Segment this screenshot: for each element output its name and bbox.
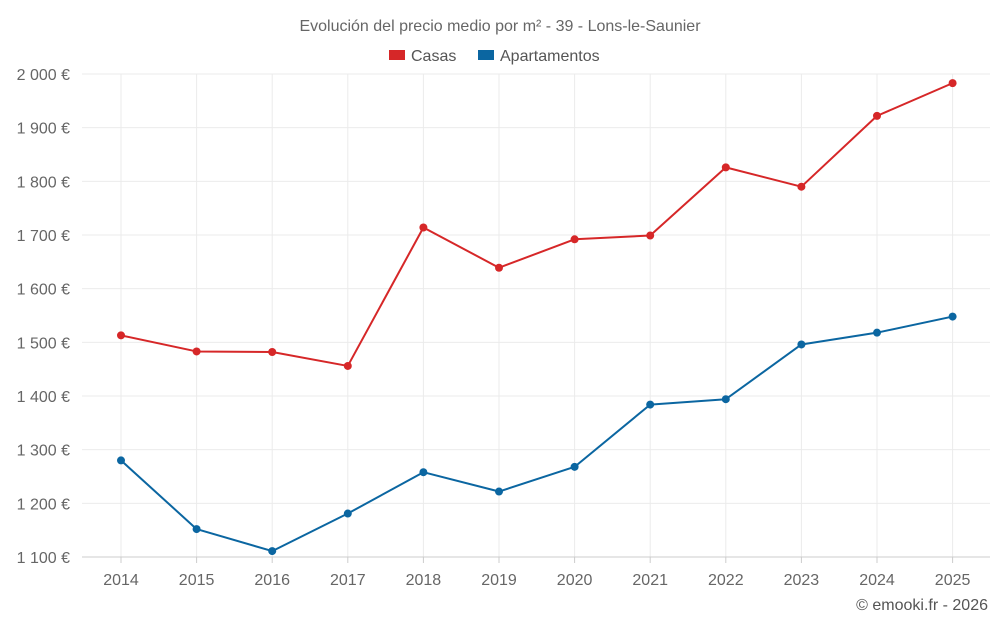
series-line <box>120 82 953 367</box>
y-tick-label: 1 800 € <box>17 174 70 191</box>
x-tick-label: 2022 <box>708 572 744 589</box>
x-tick-label: 2017 <box>330 572 366 589</box>
y-tick-label: 1 500 € <box>17 335 70 352</box>
x-tick-label: 2021 <box>632 572 668 589</box>
x-tick-label: 2014 <box>103 572 139 589</box>
data-point[interactable] <box>721 163 730 172</box>
legend-item-apartamentos[interactable]: Apartamentos <box>478 48 600 65</box>
data-point[interactable] <box>948 79 957 88</box>
data-point[interactable] <box>873 111 881 120</box>
legend-item-casas[interactable]: Casas <box>389 48 456 65</box>
data-point[interactable] <box>721 395 730 404</box>
x-tick-label: 2024 <box>859 572 895 589</box>
data-point[interactable] <box>570 235 579 244</box>
x-tick-label: 2025 <box>935 572 971 589</box>
series-line <box>120 315 953 553</box>
x-tick-label: 2023 <box>784 572 820 589</box>
data-point[interactable] <box>192 525 201 534</box>
data-point[interactable] <box>117 456 125 465</box>
x-tick-label: 2019 <box>481 572 517 589</box>
data-point[interactable] <box>797 182 806 191</box>
chart-title: Evolución del precio medio por m² - 39 -… <box>299 18 701 35</box>
data-point[interactable] <box>343 509 352 518</box>
data-point[interactable] <box>268 347 277 356</box>
grid <box>82 73 990 557</box>
data-point[interactable] <box>192 347 201 356</box>
y-tick-label: 1 700 € <box>17 228 70 245</box>
legend-label: Casas <box>411 48 456 65</box>
data-point[interactable] <box>570 462 579 471</box>
x-tick-label: 2020 <box>557 572 593 589</box>
y-tick-label: 1 400 € <box>17 389 70 406</box>
y-tick-label: 1 100 € <box>17 550 70 567</box>
y-tick-label: 1 200 € <box>17 496 70 513</box>
data-point[interactable] <box>343 361 352 370</box>
legend-label: Apartamentos <box>500 48 600 65</box>
data-point[interactable] <box>117 331 125 340</box>
legend-swatch <box>389 50 405 60</box>
data-point[interactable] <box>948 312 957 321</box>
y-tick-label: 1 900 € <box>17 121 70 138</box>
x-axis: 2014 2015 2016 2017 2018 2019 2020 2021 2022 2023… <box>82 556 990 589</box>
series-casas <box>117 79 957 370</box>
data-point[interactable] <box>873 328 881 337</box>
y-tick-label: 1 300 € <box>17 443 70 460</box>
x-tick-label: 2015 <box>179 572 215 589</box>
credit-text: © emooki.fr - 2026 <box>856 597 988 614</box>
x-tick-label: 2018 <box>406 572 442 589</box>
series-group <box>117 79 957 556</box>
data-point[interactable] <box>797 340 806 349</box>
y-axis: 1 100 € 1 200 € 1 300 € 1 400 € 1 500 € 1 600… <box>17 67 70 567</box>
data-point[interactable] <box>646 400 655 409</box>
data-point[interactable] <box>419 468 428 477</box>
y-tick-label: 1 600 € <box>17 282 70 299</box>
data-point[interactable] <box>495 263 503 272</box>
data-point[interactable] <box>646 231 655 240</box>
series-apartamentos <box>117 312 957 556</box>
data-point[interactable] <box>268 547 277 556</box>
legend-swatch <box>478 50 494 60</box>
x-tick-label: 2016 <box>254 572 290 589</box>
data-point[interactable] <box>495 487 503 496</box>
y-tick-label: 2 000 € <box>17 67 70 84</box>
legend: Casas Apartamentos <box>389 48 600 65</box>
data-point[interactable] <box>419 223 428 232</box>
